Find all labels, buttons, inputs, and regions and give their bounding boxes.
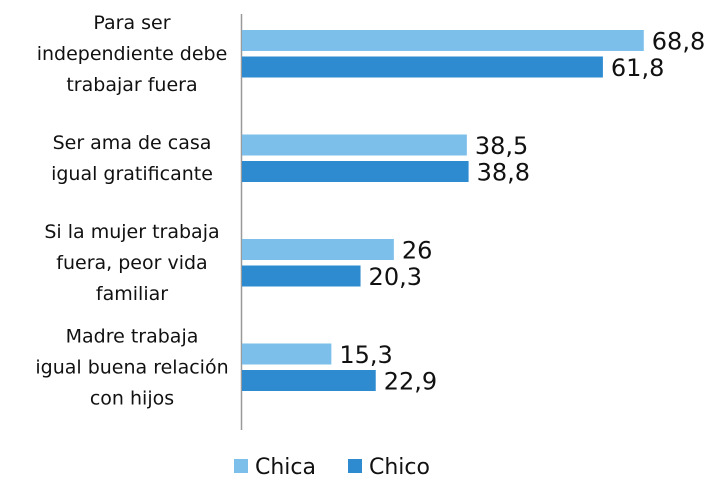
bar	[242, 30, 644, 51]
bar	[242, 265, 361, 287]
category-label: Madre trabaja igual buena relación con hij…	[35, 325, 228, 409]
legend-swatch	[234, 459, 248, 473]
value-label: 26	[402, 237, 433, 265]
legend-swatch	[348, 459, 362, 473]
bar	[242, 161, 469, 182]
bar	[242, 56, 603, 78]
category-label: Si la mujer trabaja fuera, peor vida famil…	[44, 220, 219, 304]
category-label: Para ser independiente debe trabajar fuera	[37, 11, 228, 95]
value-label: 20,3	[369, 263, 422, 291]
value-label: 38,8	[477, 159, 530, 187]
value-label: 61,8	[611, 54, 664, 82]
category-label: Ser ama de casa igual gratificante	[51, 131, 213, 184]
bar	[242, 370, 376, 391]
legend-label: Chico	[369, 455, 430, 477]
value-label: 68,8	[652, 28, 705, 56]
value-label: 38,5	[475, 132, 528, 160]
legend-label: Chica	[255, 455, 316, 477]
bar	[242, 239, 394, 260]
bar	[242, 134, 467, 156]
value-label: 15,3	[339, 341, 392, 369]
bar	[242, 343, 332, 365]
value-label: 22,9	[384, 368, 437, 396]
